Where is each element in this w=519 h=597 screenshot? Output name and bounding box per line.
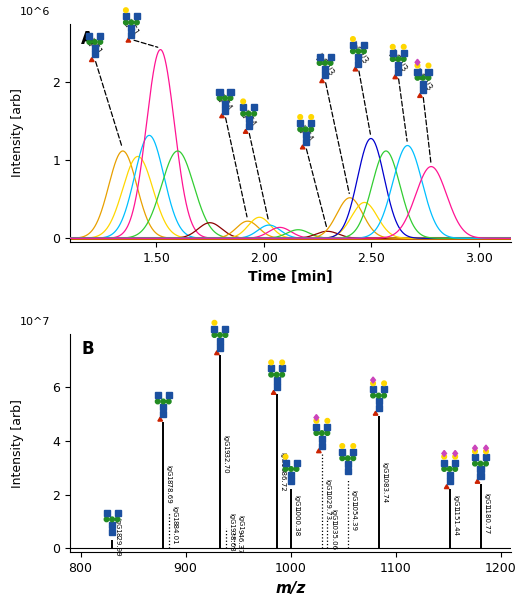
- Text: A: A: [81, 30, 94, 48]
- Text: IgG2/3: IgG2/3: [313, 52, 335, 78]
- Text: 1180.77: 1180.77: [483, 504, 489, 534]
- Text: IgG2/3: IgG2/3: [387, 48, 408, 74]
- Text: 829.99: 829.99: [115, 532, 121, 556]
- Text: 932.70: 932.70: [223, 449, 228, 474]
- Text: 1151.44: 1151.44: [453, 507, 458, 536]
- Text: IgG1: IgG1: [223, 435, 228, 450]
- Text: 946.37: 946.37: [237, 530, 243, 554]
- Text: IgG1: IgG1: [228, 513, 234, 528]
- X-axis label: m/z: m/z: [276, 580, 306, 595]
- Text: 986.72: 986.72: [279, 467, 285, 491]
- Y-axis label: Intensity [arb]: Intensity [arb]: [11, 399, 24, 488]
- Text: 878.69: 878.69: [166, 479, 172, 504]
- Text: IgG2/3: IgG2/3: [412, 67, 433, 93]
- Text: IgG1: IgG1: [237, 515, 243, 531]
- Text: IgG1: IgG1: [324, 479, 331, 494]
- Text: B: B: [81, 340, 94, 358]
- Text: IgG1: IgG1: [171, 506, 177, 521]
- Text: IgG1: IgG1: [483, 493, 489, 508]
- Text: IgG1: IgG1: [453, 496, 458, 510]
- Text: 1029.73: 1029.73: [324, 491, 331, 520]
- Text: 1035.06: 1035.06: [330, 521, 336, 550]
- Text: IgG4: IgG4: [296, 124, 314, 144]
- Text: 10^7: 10^7: [19, 318, 50, 327]
- Text: 10^6: 10^6: [19, 7, 50, 17]
- Text: IgG1: IgG1: [122, 17, 140, 37]
- Text: IgG1: IgG1: [86, 37, 103, 57]
- Text: 1054.39: 1054.39: [350, 502, 357, 531]
- Text: 1083.74: 1083.74: [381, 474, 387, 503]
- Text: IgG4: IgG4: [239, 109, 257, 128]
- Text: IgG1: IgG1: [115, 518, 121, 533]
- Text: IgG1: IgG1: [279, 453, 285, 468]
- Text: IgG1: IgG1: [330, 509, 336, 525]
- Text: 1000.38: 1000.38: [294, 507, 299, 536]
- Y-axis label: Intensity [arb]: Intensity [arb]: [11, 88, 24, 177]
- Text: IgG1: IgG1: [166, 465, 172, 481]
- Text: 884.01: 884.01: [171, 520, 177, 545]
- Text: IgG1: IgG1: [350, 490, 357, 506]
- Text: 938.03: 938.03: [228, 527, 234, 552]
- Text: IgG2/3: IgG2/3: [347, 40, 368, 66]
- Text: IgG1: IgG1: [294, 496, 299, 510]
- Text: IgG4: IgG4: [215, 93, 233, 113]
- Text: IgG1: IgG1: [381, 462, 387, 478]
- X-axis label: Time [min]: Time [min]: [248, 270, 333, 285]
